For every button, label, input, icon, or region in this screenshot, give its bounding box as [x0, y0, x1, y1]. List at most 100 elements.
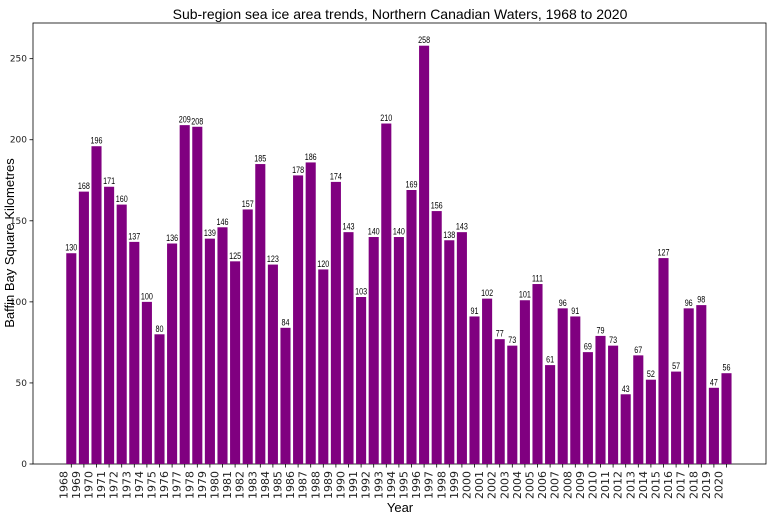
bar: [368, 237, 379, 464]
x-tick-label: 1988: [309, 471, 322, 499]
x-tick-label: 1985: [272, 471, 285, 499]
bar: [696, 305, 707, 464]
data-label: 208: [191, 117, 203, 127]
data-label: 136: [166, 233, 178, 243]
bar: [104, 186, 115, 465]
x-tick-label: 2012: [612, 471, 625, 499]
x-tick-label: 2018: [687, 471, 700, 499]
bar: [66, 253, 77, 464]
x-tick-label: 1993: [372, 471, 385, 499]
bar: [141, 301, 152, 464]
data-label: 77: [496, 329, 504, 339]
bar: [179, 125, 190, 465]
x-tick-label: 1969: [70, 471, 83, 499]
chart-title: Sub-region sea ice area trends, Northern…: [173, 6, 628, 22]
bar: [456, 232, 467, 464]
bar: [557, 308, 568, 464]
bar: [519, 300, 530, 464]
data-label: 52: [647, 369, 655, 379]
data-label: 140: [393, 227, 405, 237]
data-label: 101: [519, 290, 531, 300]
bar: [570, 316, 581, 464]
x-tick-label: 2003: [498, 471, 511, 499]
data-label: 102: [481, 288, 493, 298]
data-label: 143: [456, 222, 468, 232]
x-axis-title: Year: [387, 500, 414, 515]
x-tick-label: 2020: [713, 471, 726, 499]
bar: [419, 45, 430, 465]
data-label: 91: [471, 306, 479, 316]
x-tick-label: 1976: [158, 471, 171, 499]
bar: [683, 308, 694, 464]
data-label: 157: [242, 199, 254, 209]
data-label: 100: [141, 292, 153, 302]
x-tick-label: 1987: [297, 471, 310, 499]
data-label: 186: [305, 152, 317, 162]
bar: [444, 240, 455, 464]
bar: [469, 316, 480, 464]
bar: [595, 335, 606, 464]
data-label: 139: [204, 228, 216, 238]
y-tick-label: 200: [10, 136, 27, 146]
data-label: 79: [597, 326, 605, 336]
x-tick-label: 1974: [133, 471, 146, 499]
x-tick-label: 2008: [561, 471, 574, 499]
bar: [671, 371, 682, 464]
bar: [230, 261, 241, 464]
x-tick-label: 2000: [461, 471, 474, 499]
x-tick-label: 2009: [574, 471, 587, 499]
data-label: 61: [546, 355, 554, 365]
x-tick-label: 2017: [675, 471, 688, 499]
x-tick-label: 1989: [322, 471, 335, 499]
x-tick-label: 2010: [587, 471, 600, 499]
bar: [255, 164, 266, 464]
bar: [393, 237, 404, 464]
data-label: 209: [179, 115, 191, 125]
data-label: 96: [559, 298, 567, 308]
data-label: 143: [343, 222, 355, 232]
data-label: 91: [571, 306, 579, 316]
x-tick-label: 1980: [209, 471, 222, 499]
bar: [482, 298, 493, 464]
data-label: 130: [65, 243, 77, 253]
x-tick-label: 1986: [284, 471, 297, 499]
x-tick-label: 1972: [108, 471, 121, 499]
data-label: 137: [128, 232, 140, 242]
bar: [582, 352, 593, 464]
bar: [494, 339, 505, 464]
data-label: 56: [723, 363, 731, 373]
bar: [330, 181, 341, 464]
data-label: 171: [103, 177, 115, 187]
x-tick-label: 2011: [599, 471, 612, 499]
bar: [708, 387, 719, 464]
data-label: 73: [609, 335, 617, 345]
x-tick-label: 2002: [486, 471, 499, 499]
bar: [280, 327, 291, 464]
bar: [192, 126, 203, 464]
bar: [217, 227, 228, 464]
bar: [356, 297, 367, 464]
data-label: 125: [229, 251, 241, 261]
data-label: 123: [267, 254, 279, 264]
x-tick-label: 2014: [637, 471, 650, 499]
data-label: 73: [508, 335, 516, 345]
x-tick-label: 1973: [120, 471, 133, 499]
data-label: 210: [380, 113, 392, 123]
data-label: 156: [431, 201, 443, 211]
x-tick-label: 2004: [511, 471, 524, 499]
x-tick-label: 2013: [624, 471, 637, 499]
x-tick-label: 1977: [171, 471, 184, 499]
y-tick-label: 100: [10, 298, 27, 308]
bar: [204, 238, 215, 464]
bar: [167, 243, 178, 464]
data-label: 196: [91, 136, 103, 146]
data-label: 69: [584, 342, 592, 352]
data-label: 80: [156, 324, 164, 334]
bar: [305, 162, 316, 464]
data-label: 47: [710, 378, 718, 388]
data-label: 169: [406, 180, 418, 190]
bar: [645, 379, 656, 464]
data-label: 258: [418, 35, 430, 45]
y-tick-label: 50: [16, 379, 28, 389]
bar: [545, 365, 556, 464]
